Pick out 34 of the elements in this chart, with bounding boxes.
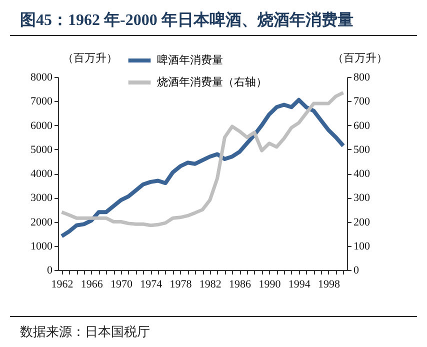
- x-tick-label: 1982: [199, 278, 222, 290]
- chart-title: 图45：1962 年-2000 年日本啤酒、烧酒年消费量: [10, 6, 417, 36]
- y-tick-label: 7000: [30, 96, 53, 108]
- y-tick-label: 3000: [30, 192, 53, 204]
- x-tick-label: 1990: [258, 278, 282, 290]
- y-tick-label: 2000: [30, 216, 53, 228]
- y-tick-label: 4000: [30, 168, 53, 180]
- y2-tick-label: 200: [354, 216, 370, 228]
- y-axis-title: （百万升）: [62, 52, 118, 64]
- x-tick-label: 1974: [140, 278, 163, 290]
- x-tick-label: 1998: [318, 278, 340, 290]
- y2-tick-label: 0: [354, 264, 360, 276]
- x-tick-label: 1970: [110, 278, 133, 290]
- y2-tick-label: 800: [354, 72, 370, 84]
- y2-tick-label: 100: [354, 240, 370, 252]
- x-tick-label: 1966: [80, 278, 104, 290]
- y-tick-label: 0: [47, 264, 53, 276]
- x-tick-label: 1978: [170, 278, 192, 290]
- y2-tick-label: 400: [354, 168, 370, 180]
- y2-axis-title: （百万升）: [332, 52, 388, 64]
- x-tick-label: 1994: [288, 278, 311, 290]
- legend-label: 啤酒年消费量: [157, 54, 223, 66]
- y2-tick-label: 600: [354, 120, 370, 132]
- y-tick-label: 8000: [30, 72, 53, 84]
- source-note: 数据来源：日本国税厅: [10, 316, 417, 341]
- x-tick-label: 1986: [229, 278, 252, 290]
- y-tick-label: 5000: [30, 144, 53, 156]
- y-tick-label: 6000: [30, 120, 53, 132]
- legend-label: 烧酒年消费量（右轴）: [157, 76, 267, 88]
- x-tick-label: 1962: [51, 278, 74, 290]
- y-tick-label: 1000: [30, 240, 53, 252]
- y2-tick-label: 300: [354, 192, 370, 204]
- y2-tick-label: 500: [354, 144, 370, 156]
- y2-tick-label: 700: [354, 96, 370, 108]
